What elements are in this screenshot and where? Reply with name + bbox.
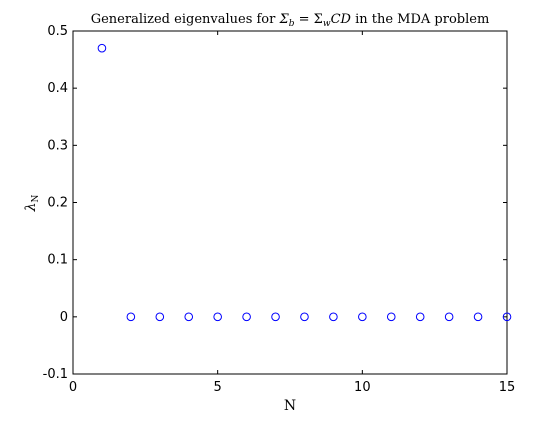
x-axis: 0 5 10 15 [69,31,515,395]
data-point [502,312,512,322]
x-tick-label: 15 [499,380,516,395]
y-tick-label: 0.5 [47,24,68,39]
data-point [386,312,396,322]
data-point [358,312,367,322]
data-point [329,312,338,322]
plot-area: 0 5 10 15 -0.100.10.20.30.40.5 [43,24,516,395]
y-tick-label: -0.1 [43,367,68,382]
y-tick-label: 0.4 [47,81,68,96]
data-points [97,43,512,322]
data-point [271,312,280,322]
x-tick-label: 0 [69,380,77,395]
data-point [300,312,309,322]
data-point [473,312,483,322]
data-point [155,312,165,322]
y-tick-label: 0.1 [47,253,68,268]
x-tick-label: 10 [354,380,371,395]
y-axis: -0.1 0 0.1 0.2 0.3 0.4 0.5 [43,24,507,382]
x-tick-label: 5 [214,380,222,395]
data-point [126,312,136,322]
data-point [184,312,194,322]
y-tick-label: 0 [60,310,68,325]
data-point [97,43,107,53]
y-tick-label: 0.3 [47,138,68,153]
data-point [242,312,251,322]
chart-title: Generalized eigenvalues for Σb = ΣwCD in… [91,12,490,29]
data-point [213,312,222,322]
data-point [444,312,454,322]
x-axis-label: N [284,398,296,414]
data-point [415,312,425,322]
y-tick-label: 0.2 [47,196,68,211]
y-axis-label: λN [23,195,41,213]
